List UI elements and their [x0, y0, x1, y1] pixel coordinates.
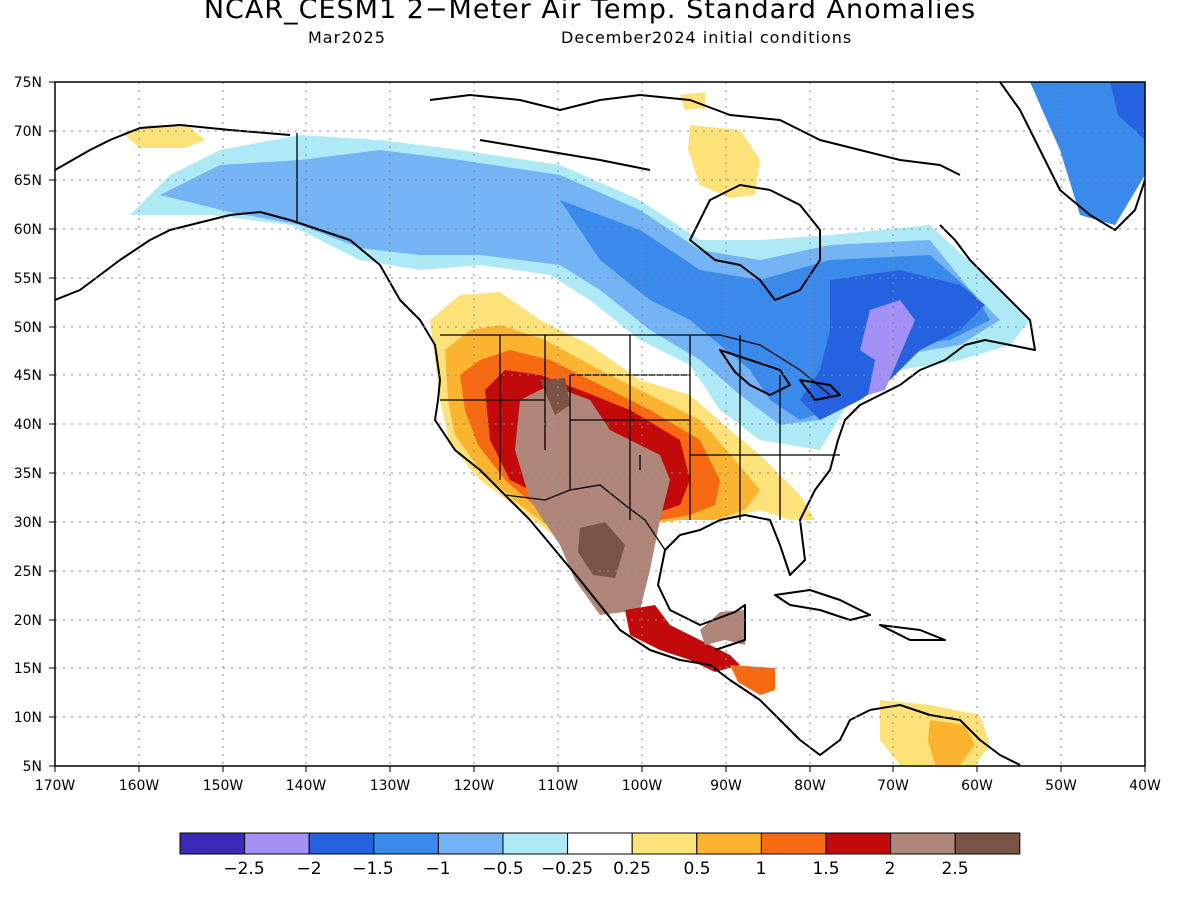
lat-label: 75N — [14, 75, 42, 91]
longitude-labels: 170W 160W 150W 140W 130W 120W 110W 100W … — [35, 778, 1161, 794]
lat-label: 60N — [14, 222, 42, 238]
brown-region-central-america — [700, 610, 745, 645]
colorbar-label: 2 — [885, 859, 896, 879]
colorbar-swatch — [179, 832, 246, 855]
east-coastline — [837, 224, 1036, 441]
lat-label: 10N — [14, 710, 42, 726]
yellow-region-arctic — [680, 92, 760, 198]
colorbar-label: 0.5 — [683, 859, 710, 879]
greenland-coastline — [999, 82, 1145, 231]
lat-label: 15N — [14, 661, 42, 677]
cuba-coastline — [774, 589, 946, 641]
colorbar-label: 1 — [756, 859, 767, 879]
lon-label: 130W — [370, 778, 411, 794]
colorbar-label: 2.5 — [941, 859, 968, 879]
colorbar-swatch — [825, 832, 892, 855]
colorbar-swatch — [244, 832, 310, 855]
lon-label: 90W — [710, 778, 742, 794]
lat-label: 40N — [14, 417, 42, 433]
us-state-lines — [440, 335, 840, 520]
hudson-bay-coastline — [689, 184, 821, 301]
lon-label: 110W — [538, 778, 579, 794]
tick-marks — [49, 81, 1146, 772]
colorbar-label: −1 — [425, 859, 450, 879]
colorbar-swatch — [890, 832, 956, 855]
gulf-coastline — [657, 439, 839, 651]
lon-label: 80W — [794, 778, 826, 794]
subtitle-month: Mar2025 — [308, 28, 386, 47]
lat-label: 50N — [14, 320, 42, 336]
lon-label: 140W — [286, 778, 327, 794]
lon-label: 70W — [877, 778, 909, 794]
lat-label: 55N — [14, 271, 42, 287]
lon-label: 150W — [203, 778, 244, 794]
coastlines — [55, 82, 1145, 766]
medium-blue-region — [560, 200, 990, 420]
colorbar-swatch — [308, 832, 375, 855]
lon-label: 100W — [622, 778, 663, 794]
colorbar-swatch — [567, 832, 633, 855]
alaska-north-coastline — [55, 124, 291, 171]
colorbar-label: 1.5 — [812, 859, 839, 879]
lat-label: 70N — [14, 124, 42, 140]
lat-label: 20N — [14, 613, 42, 629]
dark-brown-region — [540, 378, 625, 578]
lat-label: 5N — [23, 759, 42, 775]
colorbar-swatch — [502, 832, 569, 855]
colorbar-swatch — [696, 832, 762, 855]
graticule — [55, 82, 1145, 766]
lon-label: 50W — [1045, 778, 1077, 794]
lon-label: 120W — [454, 778, 495, 794]
latitude-labels: 75N 70N 65N 60N 55N 50N 45N 40N 35N 30N … — [14, 75, 42, 775]
lavender-region-quebec — [860, 300, 915, 395]
map-title: NCAR_CESM1 2−Meter Air Temp. Standard An… — [203, 0, 977, 25]
colorbar — [179, 832, 1021, 855]
lat-label: 65N — [14, 173, 42, 189]
colorbar-label: −1.5 — [352, 859, 393, 879]
brown-region-west — [515, 385, 670, 615]
anomaly-shading — [122, 82, 1145, 765]
lat-label: 45N — [14, 368, 42, 384]
colorbar-label: 0.25 — [613, 859, 651, 879]
colorbar-swatch — [954, 832, 1021, 855]
colorbar-label: −2.5 — [223, 859, 264, 879]
colorbar-label: −2 — [296, 859, 321, 879]
colorbar-label: −0.25 — [541, 859, 593, 879]
colorbar-swatch — [760, 832, 827, 855]
colorbar-swatch — [373, 832, 439, 855]
lon-label: 160W — [119, 778, 160, 794]
lon-label: 60W — [961, 778, 993, 794]
orange-region-central-america — [730, 665, 775, 695]
arctic-islands — [429, 94, 961, 176]
dark-blue-region-greenland — [1110, 82, 1145, 140]
north-america-coastline — [55, 211, 1021, 766]
colorbar-label: −0.5 — [482, 859, 523, 879]
lat-label: 25N — [14, 564, 42, 580]
lat-label: 30N — [14, 515, 42, 531]
lat-label: 35N — [14, 466, 42, 482]
dark-red-region-mexico — [625, 605, 740, 672]
colorbar-swatch — [437, 832, 504, 855]
us-mexico-border — [504, 484, 666, 551]
lon-label: 40W — [1129, 778, 1161, 794]
lon-label: 170W — [35, 778, 76, 794]
subtitle-conditions: December2024 initial conditions — [561, 28, 853, 47]
orange-region-south-america — [928, 720, 975, 765]
colorbar-labels: −2.5 −2 −1.5 −1 −0.5 −0.25 0.25 0.5 1 1.… — [223, 859, 968, 879]
blue-region-greenland — [1030, 82, 1145, 225]
colorbar-swatch — [631, 832, 698, 855]
